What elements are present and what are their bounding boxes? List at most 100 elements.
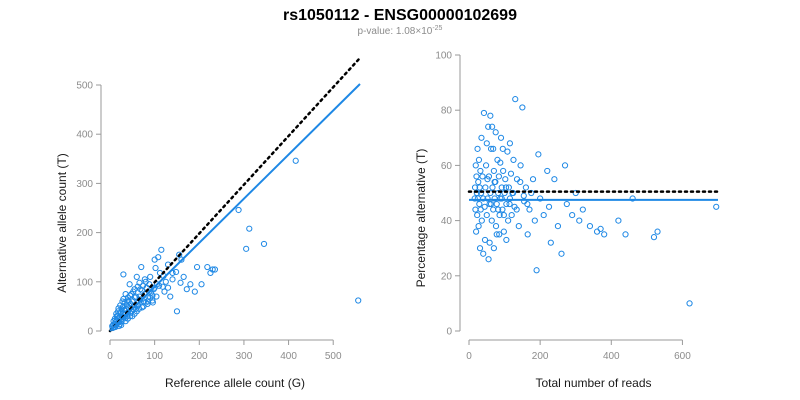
y-tick-label: 100 xyxy=(435,51,452,62)
data-point xyxy=(686,300,693,307)
data-point xyxy=(487,145,495,152)
data-point xyxy=(149,292,156,299)
data-point xyxy=(126,281,133,288)
data-point xyxy=(520,192,527,199)
data-point xyxy=(495,206,502,213)
data-point xyxy=(483,211,490,219)
data-point xyxy=(544,167,551,175)
data-point xyxy=(114,308,122,315)
data-point xyxy=(487,200,495,208)
data-point xyxy=(177,279,184,286)
data-point xyxy=(474,195,481,202)
data-point xyxy=(474,145,481,152)
data-point xyxy=(133,273,140,280)
data-point xyxy=(510,156,517,163)
data-point xyxy=(522,184,530,191)
data-point xyxy=(490,167,497,175)
data-point xyxy=(292,157,299,164)
data-point xyxy=(492,223,500,230)
data-point xyxy=(512,96,519,103)
data-point xyxy=(508,211,515,219)
data-point xyxy=(180,273,187,280)
y-tick-label: 300 xyxy=(76,179,93,190)
data-point xyxy=(149,299,156,306)
data-point xyxy=(480,250,487,257)
data-point xyxy=(167,293,174,300)
data-point xyxy=(558,250,565,257)
data-point xyxy=(471,184,479,191)
y-tick-label: 200 xyxy=(76,228,93,239)
data-point xyxy=(524,231,531,238)
data-point xyxy=(487,112,494,119)
data-point xyxy=(517,162,524,169)
data-point xyxy=(486,239,493,246)
data-point xyxy=(496,211,503,219)
data-point xyxy=(141,276,148,283)
data-point xyxy=(477,167,484,175)
data-point xyxy=(535,151,542,158)
y-tick-label: 60 xyxy=(441,161,453,172)
data-point xyxy=(484,195,491,202)
data-point xyxy=(489,184,496,191)
data-point xyxy=(654,228,661,235)
data-point xyxy=(531,217,538,224)
data-point xyxy=(479,173,486,180)
data-point xyxy=(569,211,576,219)
x-tick-label: 200 xyxy=(532,351,549,362)
data-point xyxy=(586,223,594,230)
data-point xyxy=(533,267,540,274)
data-point xyxy=(178,256,185,263)
x-tick-label: 200 xyxy=(191,351,208,362)
data-point xyxy=(485,123,492,130)
data-point xyxy=(517,178,524,186)
data-point xyxy=(499,206,506,213)
data-point xyxy=(472,206,479,213)
data-point xyxy=(519,104,526,111)
data-point xyxy=(478,217,485,224)
data-point xyxy=(211,266,219,273)
data-point xyxy=(593,228,601,235)
data-point xyxy=(475,223,482,230)
data-point xyxy=(487,189,494,197)
data-point xyxy=(502,184,510,191)
data-point xyxy=(151,256,158,263)
data-point xyxy=(506,140,514,147)
x-tick-label: 500 xyxy=(325,351,342,362)
data-point xyxy=(473,173,480,180)
data-point xyxy=(601,231,608,238)
data-point xyxy=(187,281,194,288)
data-point xyxy=(138,263,145,271)
data-point xyxy=(490,145,497,152)
data-point xyxy=(650,234,658,241)
data-point xyxy=(115,305,122,312)
data-point xyxy=(489,123,496,130)
x-tick-label: 600 xyxy=(674,351,691,362)
data-point xyxy=(207,269,214,277)
data-point xyxy=(500,167,507,175)
data-point xyxy=(481,236,489,244)
data-point xyxy=(502,176,509,183)
data-point xyxy=(137,286,144,293)
data-point xyxy=(529,176,537,183)
data-point xyxy=(173,308,181,315)
data-point xyxy=(490,245,497,252)
y-axis-title: Alternative allele count (T) xyxy=(55,153,69,292)
data-point xyxy=(572,189,579,197)
data-point xyxy=(540,211,547,219)
data-point xyxy=(159,283,166,290)
data-point xyxy=(622,231,629,238)
chart-subtitle: p-value: 1.08×10-25 xyxy=(358,25,443,37)
y-tick-label: 400 xyxy=(76,130,93,141)
data-point xyxy=(191,288,198,295)
data-point xyxy=(475,178,482,186)
data-point xyxy=(158,246,165,253)
data-point xyxy=(476,200,483,208)
data-point xyxy=(503,236,510,244)
data-point xyxy=(495,173,502,180)
y-tick-label: 40 xyxy=(441,216,453,227)
data-point xyxy=(476,184,483,191)
data-point xyxy=(493,200,500,208)
panel-right-percentage: 0 20 40 60 80 100 0 200 400 600 Total number of re… xyxy=(414,51,720,390)
data-point xyxy=(142,299,149,306)
